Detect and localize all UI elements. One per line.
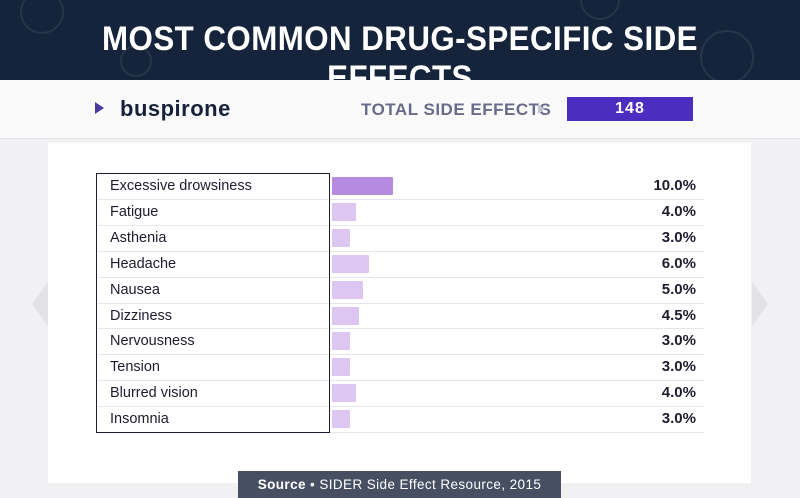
row-divider bbox=[330, 198, 704, 200]
value-label: 6.0% bbox=[661, 254, 696, 272]
total-side-effects-value: 148 bbox=[567, 97, 693, 121]
source-label: Source bbox=[257, 477, 306, 492]
row-divider bbox=[330, 302, 704, 304]
label-divider bbox=[98, 380, 328, 382]
total-side-effects-label: TOTAL SIDE EFFECTS bbox=[361, 100, 552, 119]
label-divider bbox=[98, 250, 328, 252]
value-label: 3.0% bbox=[661, 228, 696, 246]
pill-pattern-icon bbox=[120, 45, 152, 77]
row-divider bbox=[330, 250, 704, 252]
label-divider bbox=[98, 302, 328, 304]
bar bbox=[332, 280, 363, 299]
category-label: Nausea bbox=[110, 281, 160, 298]
value-label: 3.0% bbox=[661, 410, 696, 428]
pill-pattern-icon bbox=[580, 0, 620, 20]
label-divider bbox=[98, 224, 328, 226]
bar bbox=[332, 202, 357, 221]
row-divider bbox=[330, 406, 704, 408]
row-divider bbox=[330, 328, 704, 330]
label-divider bbox=[98, 328, 328, 330]
bar bbox=[332, 358, 351, 377]
pill-pattern-icon bbox=[700, 30, 754, 80]
label-divider bbox=[98, 276, 328, 278]
bar bbox=[332, 228, 351, 247]
category-label: Nervousness bbox=[110, 333, 195, 350]
drug-name[interactable]: buspirone bbox=[120, 96, 231, 121]
value-label: 4.5% bbox=[661, 306, 696, 324]
row-divider bbox=[330, 354, 704, 356]
bar bbox=[332, 177, 393, 195]
label-divider bbox=[98, 198, 328, 200]
category-label: Headache bbox=[110, 255, 177, 272]
category-label: Tension bbox=[110, 359, 160, 376]
category-label: Dizziness bbox=[110, 307, 173, 324]
row-divider bbox=[330, 276, 704, 278]
pill-pattern-icon bbox=[20, 0, 64, 34]
triangle-right-icon[interactable] bbox=[95, 102, 104, 114]
chevron-right-icon[interactable] bbox=[752, 282, 768, 326]
category-label: Asthenia bbox=[110, 229, 167, 246]
value-label: 4.0% bbox=[661, 202, 696, 220]
source-text: SIDER Side Effect Resource, 2015 bbox=[319, 477, 542, 492]
row-divider bbox=[330, 224, 704, 226]
bar bbox=[332, 332, 351, 351]
chevron-left-icon[interactable] bbox=[32, 282, 48, 326]
value-label: 10.0% bbox=[653, 177, 696, 194]
header-banner: MOST COMMON DRUG-SPECIFIC SIDE EFFECTS bbox=[0, 0, 800, 80]
bar bbox=[332, 384, 357, 403]
value-label: 5.0% bbox=[661, 280, 696, 298]
category-label: Fatigue bbox=[110, 203, 159, 220]
arrow-right-icon bbox=[538, 104, 545, 114]
page-title: MOST COMMON DRUG-SPECIFIC SIDE EFFECTS bbox=[102, 20, 698, 80]
category-label: Excessive drowsiness bbox=[110, 178, 252, 194]
value-label: 3.0% bbox=[661, 332, 696, 350]
value-label: 3.0% bbox=[661, 358, 696, 376]
category-label: Blurred vision bbox=[110, 385, 198, 402]
source-separator: • bbox=[310, 477, 316, 492]
bar bbox=[332, 254, 369, 273]
label-divider bbox=[98, 406, 328, 408]
row-divider bbox=[330, 432, 704, 433]
row-divider bbox=[330, 380, 704, 382]
category-label: Insomnia bbox=[110, 411, 169, 428]
bar bbox=[332, 410, 351, 429]
label-divider bbox=[98, 354, 328, 356]
source-footer: Source • SIDER Side Effect Resource, 201… bbox=[238, 471, 561, 498]
value-label: 4.0% bbox=[661, 384, 696, 402]
bar bbox=[332, 306, 360, 325]
